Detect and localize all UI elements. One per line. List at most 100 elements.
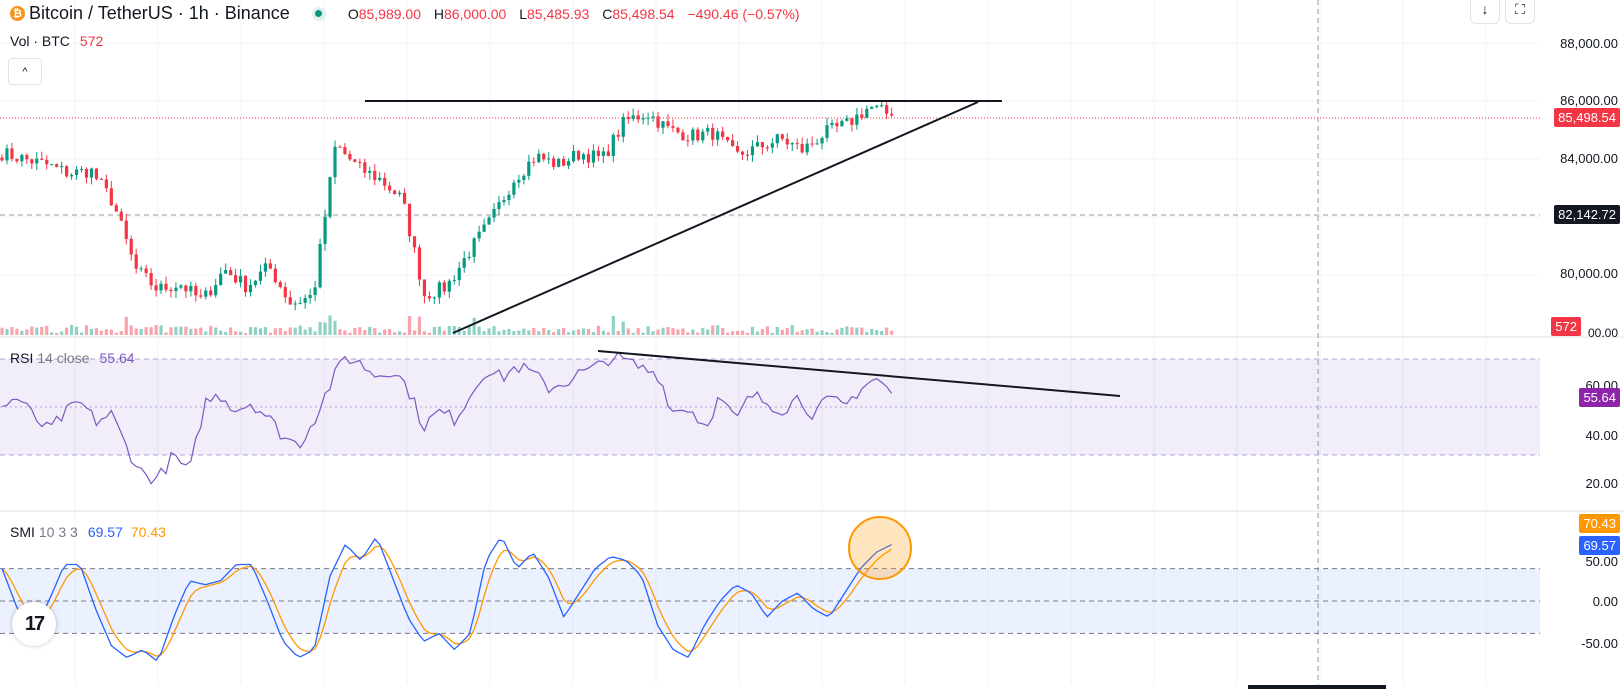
candle-body (691, 129, 695, 141)
symbol-title[interactable]: Bitcoin / TetherUS · 1h · Binance (29, 3, 290, 23)
candle-body (194, 285, 198, 296)
candle-body (765, 147, 769, 149)
volume-bar (333, 320, 337, 335)
candle-body (760, 142, 765, 148)
market-open-icon (311, 6, 326, 21)
candle-body (412, 236, 417, 248)
volume-axis-cut-label: 00.00 (1587, 326, 1618, 340)
rsi-legend[interactable]: RSI 14 close 55.64 (10, 350, 135, 366)
volume-bar (398, 331, 402, 335)
volume-bar (681, 328, 685, 335)
volume-legend[interactable]: Vol · BTC 572 (10, 33, 103, 49)
smi-highlight-circle (848, 516, 912, 580)
volume-bar (343, 330, 347, 335)
volume-bar (870, 328, 874, 335)
download-button[interactable]: ↓ (1470, 0, 1500, 24)
volume-bar (45, 325, 49, 335)
candle-body (875, 105, 879, 107)
indicator-bands (0, 358, 1540, 634)
volume-bar (278, 328, 282, 335)
last-price-tag: 85,498.54 (1554, 108, 1620, 127)
candle-body (288, 297, 292, 305)
volume-bar (407, 316, 412, 335)
candle-body (114, 205, 118, 212)
volume-bar (507, 328, 511, 335)
volume-bar (611, 315, 615, 335)
volume-bar (328, 315, 332, 335)
crosshair-price-tag: 82,142.72 (1554, 205, 1620, 224)
volume-bar (432, 326, 436, 335)
volume-bar (576, 329, 581, 335)
volume-bar (25, 329, 29, 335)
volume-bar (373, 328, 377, 335)
candle-body (313, 287, 317, 295)
candle-body (462, 258, 466, 268)
candle-body (562, 158, 566, 166)
volume-bar (547, 329, 551, 335)
volume-bar (209, 325, 213, 335)
volume-bar (631, 332, 635, 335)
candle-body (55, 164, 59, 167)
volume-bar (626, 328, 630, 335)
volume-bar (298, 325, 302, 335)
tradingview-logo[interactable]: 17 (12, 602, 56, 646)
candle-body (547, 158, 551, 160)
collapse-legend-button[interactable]: ^ (8, 58, 42, 85)
volume-bar (711, 325, 715, 335)
candle-body (880, 105, 884, 107)
price-axis-label: 84,000.00 (1560, 151, 1618, 166)
candle-body (676, 127, 680, 133)
rsi-value: 55.64 (99, 350, 135, 366)
trendline-drawings (365, 100, 1121, 580)
candle-body (30, 159, 34, 164)
candle-body (398, 192, 402, 195)
candle-body (671, 126, 675, 128)
candle-body (452, 280, 456, 282)
candle-body (224, 270, 228, 274)
volume-bar (676, 329, 680, 335)
volume-bar (581, 328, 586, 335)
candle-body (750, 146, 755, 156)
scroll-indicator[interactable] (1248, 685, 1386, 689)
volume-bar (875, 330, 879, 335)
volume-bar (94, 328, 99, 335)
volume-bar (184, 326, 188, 335)
volume-bar (263, 327, 268, 335)
volume-bar (358, 327, 362, 335)
download-icon: ↓ (1481, 1, 1489, 17)
fullscreen-button[interactable]: ⛶ (1505, 0, 1535, 24)
volume-tag: 572 (1551, 317, 1581, 336)
volume-bar (795, 331, 799, 335)
volume-bar (740, 330, 745, 335)
candle-body (164, 283, 168, 290)
rsi-axis-label: 40.00 (1585, 428, 1618, 443)
volume-bar (293, 327, 297, 335)
candle-body (447, 280, 451, 292)
candle-body (109, 188, 113, 206)
candle-body (219, 273, 223, 285)
volume-bar (50, 332, 54, 335)
candle-body (214, 284, 218, 296)
candle-body (50, 164, 54, 166)
volume-bar (214, 327, 218, 335)
volume-bar (696, 332, 700, 335)
candle-body (721, 131, 725, 137)
volume-bar (30, 326, 34, 335)
candle-body (139, 268, 143, 270)
candle-body (154, 285, 158, 291)
candle-body (338, 146, 342, 148)
volume-bar (55, 332, 59, 335)
smi-legend[interactable]: SMI 10 3 3 69.57 70.43 (10, 524, 166, 540)
volume-bar (5, 328, 9, 335)
volume-bar (562, 327, 566, 335)
candle-body (378, 177, 382, 181)
volume-bar (691, 329, 695, 335)
volume-bar (765, 326, 769, 335)
candle-body (388, 185, 392, 191)
candle-body (422, 279, 427, 297)
volume-bar (865, 332, 869, 335)
candle-body (497, 202, 501, 209)
candle-body (233, 275, 238, 283)
